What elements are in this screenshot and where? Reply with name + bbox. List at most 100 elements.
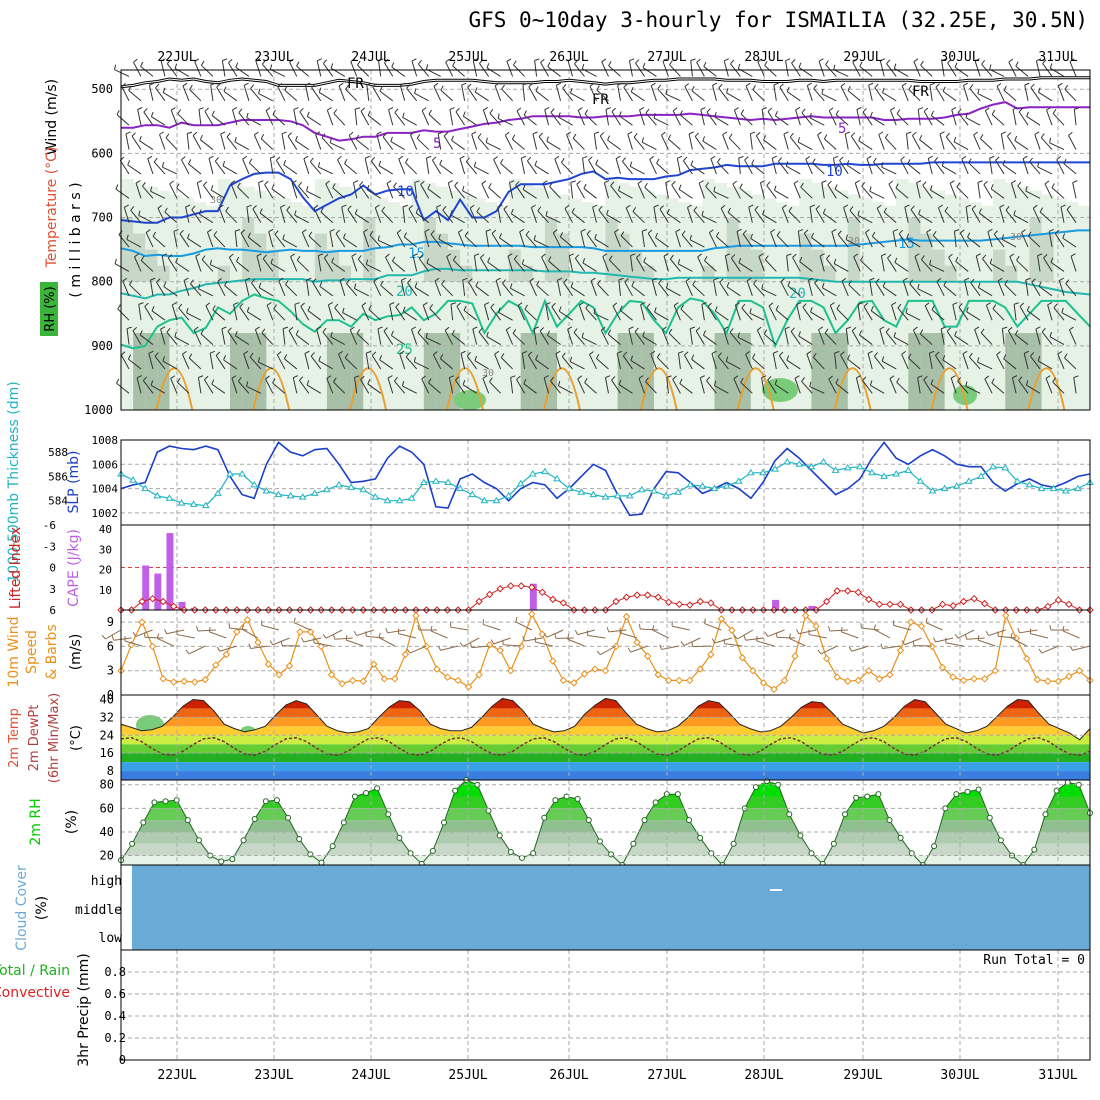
wind-barb — [342, 312, 357, 321]
wind-barb — [387, 377, 394, 394]
wind-barb — [578, 304, 585, 321]
wind-barb — [681, 230, 686, 236]
wind-barb — [345, 88, 358, 102]
wind-barb-10m — [880, 643, 884, 649]
wind-barb — [618, 277, 624, 281]
wind-barb — [1021, 232, 1029, 248]
temp-band — [121, 771, 1090, 780]
wind-barb — [155, 83, 160, 89]
wind-barb — [945, 132, 950, 138]
rh-cell-30 — [944, 194, 958, 410]
wind-barb — [1046, 109, 1053, 126]
wind-barb — [1031, 278, 1036, 283]
wind-barb-10m — [493, 637, 511, 645]
rh-cell-30 — [181, 198, 195, 410]
wind-barb — [892, 228, 898, 232]
wind-barb-10m — [764, 631, 769, 637]
wind-barb — [126, 239, 142, 248]
wind-barb — [992, 308, 1005, 321]
wind-barb — [523, 114, 537, 126]
wind-barb — [144, 306, 154, 321]
wind-barb — [339, 280, 346, 296]
wind-barb — [691, 354, 695, 360]
wind-barb — [420, 180, 425, 185]
wind-barb — [883, 211, 897, 224]
wind-barb — [1029, 161, 1041, 175]
wind-barb — [935, 86, 945, 102]
wind-barb — [652, 277, 657, 281]
wind-barb — [827, 180, 832, 186]
wind-barb — [226, 136, 238, 150]
wind-barb — [1037, 87, 1041, 93]
wind-barb-10m — [828, 625, 831, 632]
wind-barb — [428, 113, 442, 126]
wind-barb — [969, 356, 981, 370]
wind-barb — [746, 280, 753, 296]
wind-barb — [313, 207, 322, 223]
wind-barb — [547, 334, 561, 345]
wind-barb — [645, 381, 657, 394]
wind-barb — [658, 282, 669, 297]
wind-barb — [551, 302, 556, 308]
wind-barb — [650, 82, 656, 87]
wind-barb — [929, 264, 945, 272]
wind-barb — [364, 155, 370, 159]
wind-barb — [555, 353, 562, 370]
wind-barb — [235, 229, 241, 232]
wind-barb — [194, 61, 202, 77]
wind-barb — [197, 180, 203, 184]
wind-barb — [615, 155, 621, 159]
wind-barb — [968, 158, 972, 164]
thickness-marker — [650, 487, 658, 494]
wind-barb — [650, 350, 656, 355]
thickness-marker — [807, 462, 816, 470]
thickness-marker — [323, 485, 331, 493]
isotherm-30-spike — [736, 367, 775, 411]
wind-barb — [497, 117, 513, 126]
wind-barb — [954, 62, 958, 68]
wind-barb — [533, 235, 536, 241]
wind-barb — [786, 359, 801, 370]
rh-cell-30 — [896, 179, 909, 410]
wind-barb — [278, 280, 286, 296]
wind-barb — [1026, 111, 1029, 117]
wind-barb — [869, 186, 872, 192]
wind-barb — [662, 58, 668, 62]
wind-barb — [893, 336, 909, 346]
wind-barb — [765, 259, 777, 272]
wind-barb — [282, 234, 285, 240]
wind-barb — [490, 303, 495, 308]
wind-barb — [901, 354, 909, 370]
wind-barb — [210, 185, 214, 191]
wind-barb — [1016, 259, 1029, 272]
wind-barb — [808, 277, 814, 281]
wind-barb — [806, 350, 812, 355]
wind-barb — [554, 158, 562, 175]
wind-barb-10m — [901, 640, 906, 646]
cape-bar — [529, 583, 537, 610]
wind-barb — [875, 278, 880, 283]
wind-barb — [617, 84, 621, 101]
wind-barb — [408, 205, 414, 210]
wind-barb — [683, 156, 688, 162]
wind-barb-10m — [124, 640, 143, 647]
wind-barb — [662, 326, 667, 331]
wind-barb — [1018, 111, 1029, 126]
wind-barb — [702, 330, 706, 336]
wind-barb — [150, 190, 166, 199]
wind-barb-10m — [587, 634, 606, 639]
date-label-top: 27JUL — [647, 50, 686, 65]
wind-barb — [921, 255, 925, 260]
wind-barb — [584, 113, 597, 126]
wind-barb — [737, 336, 753, 346]
wind-barb — [382, 136, 394, 150]
wind-barb — [713, 191, 729, 199]
lifted-index-marker — [148, 594, 157, 603]
wind-barb — [639, 109, 645, 126]
wind-barb — [489, 381, 501, 394]
wind-barb — [258, 361, 274, 370]
wind-barb — [114, 69, 130, 77]
wind-barb — [290, 253, 295, 258]
wind-barb — [519, 231, 526, 248]
wind-barb — [849, 210, 861, 224]
